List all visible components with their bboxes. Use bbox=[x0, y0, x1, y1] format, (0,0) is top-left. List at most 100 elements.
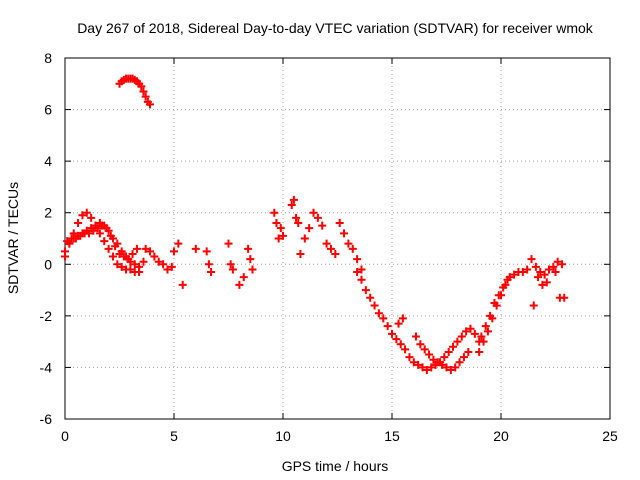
y-tick-label: 6 bbox=[44, 102, 52, 118]
data-point bbox=[414, 360, 423, 369]
data-point bbox=[464, 347, 473, 356]
data-point bbox=[357, 275, 366, 284]
axes bbox=[64, 57, 611, 420]
y-tick-label: -2 bbox=[40, 308, 53, 324]
data-point bbox=[100, 237, 109, 246]
x-tick-label: 0 bbox=[61, 428, 69, 444]
y-axis-label: SDTVAR / TECUs bbox=[5, 182, 21, 294]
data-point bbox=[84, 229, 93, 238]
data-point bbox=[106, 231, 115, 240]
data-point bbox=[204, 260, 213, 269]
data-point bbox=[95, 229, 104, 238]
x-axis-ticks: 0 5 10 15 20 25 bbox=[61, 58, 618, 444]
data-point bbox=[170, 247, 178, 256]
data-point bbox=[420, 345, 429, 354]
data-point bbox=[272, 219, 281, 228]
x-axis-label: GPS time / hours bbox=[282, 458, 389, 474]
data-point bbox=[246, 255, 255, 264]
data-point bbox=[224, 239, 233, 248]
data-point bbox=[366, 293, 375, 302]
data-point bbox=[202, 247, 211, 256]
data-point bbox=[449, 342, 458, 351]
data-point bbox=[159, 260, 168, 269]
data-point bbox=[348, 244, 357, 253]
data-point bbox=[239, 273, 248, 282]
data-point bbox=[483, 327, 492, 336]
data-point bbox=[115, 249, 124, 258]
data-point bbox=[132, 244, 141, 253]
data-point bbox=[544, 265, 553, 274]
data-point bbox=[102, 224, 111, 233]
data-point bbox=[178, 280, 187, 289]
data-point bbox=[141, 92, 150, 101]
data-point bbox=[457, 332, 466, 341]
data-point bbox=[361, 286, 370, 295]
data-point bbox=[305, 224, 314, 233]
data-point bbox=[357, 265, 366, 274]
data-point bbox=[444, 347, 453, 356]
data-point bbox=[353, 255, 362, 264]
data-point bbox=[383, 322, 392, 331]
data-point bbox=[150, 252, 159, 261]
y-tick-label: -4 bbox=[40, 359, 53, 375]
data-point bbox=[486, 311, 495, 320]
data-point bbox=[490, 298, 499, 307]
data-point bbox=[442, 363, 451, 372]
data-point bbox=[527, 255, 536, 264]
data-point bbox=[248, 265, 257, 274]
data-point bbox=[416, 340, 425, 349]
data-point bbox=[523, 265, 532, 274]
data-point bbox=[540, 270, 549, 279]
data-point bbox=[451, 363, 460, 372]
data-point bbox=[418, 363, 427, 372]
data-point bbox=[446, 366, 455, 375]
data-point bbox=[560, 293, 569, 302]
data-point bbox=[422, 366, 431, 375]
data-point bbox=[538, 280, 547, 289]
data-point bbox=[89, 226, 98, 235]
data-point bbox=[335, 219, 344, 228]
data-point bbox=[477, 332, 486, 341]
data-point bbox=[534, 273, 543, 282]
data-point bbox=[318, 221, 327, 230]
data-point bbox=[370, 301, 379, 310]
data-point bbox=[104, 244, 113, 253]
data-point bbox=[396, 340, 405, 349]
data-point bbox=[207, 268, 216, 277]
data-point bbox=[300, 234, 309, 243]
data-point bbox=[409, 358, 418, 367]
data-point bbox=[455, 358, 464, 367]
data-point bbox=[146, 100, 155, 109]
data-point bbox=[71, 234, 80, 243]
data-point bbox=[167, 262, 176, 271]
data-point bbox=[427, 363, 436, 372]
data-point bbox=[479, 337, 488, 346]
data-point bbox=[429, 355, 438, 364]
y-tick-label: 2 bbox=[44, 205, 52, 221]
data-point bbox=[93, 224, 102, 233]
data-point bbox=[551, 268, 560, 277]
data-point bbox=[228, 265, 237, 274]
data-point bbox=[309, 208, 318, 217]
data-point bbox=[394, 319, 403, 328]
data-point bbox=[331, 249, 340, 258]
data-point bbox=[163, 265, 172, 274]
data-point bbox=[78, 211, 87, 220]
data-point bbox=[481, 322, 490, 331]
data-point bbox=[510, 270, 519, 279]
data-point bbox=[135, 262, 144, 271]
plot-frame bbox=[64, 57, 611, 420]
data-point bbox=[274, 234, 283, 243]
data-point bbox=[466, 324, 475, 333]
data-point bbox=[542, 278, 551, 287]
data-point bbox=[558, 260, 567, 269]
data-point bbox=[549, 262, 558, 271]
data-point bbox=[119, 252, 128, 261]
y-tick-label: 8 bbox=[44, 50, 52, 66]
data-point bbox=[82, 208, 91, 217]
data-point bbox=[518, 268, 527, 277]
data-point bbox=[126, 265, 135, 274]
data-point bbox=[108, 252, 117, 261]
data-point bbox=[470, 329, 479, 338]
data-point bbox=[139, 87, 148, 96]
